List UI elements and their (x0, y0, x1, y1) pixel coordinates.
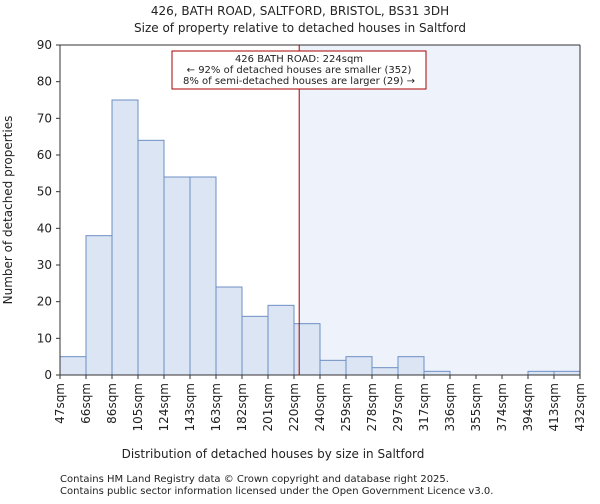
x-tick-label-17: 374sqm (495, 383, 509, 431)
footer-line2: Contains public sector information licen… (60, 486, 493, 497)
x-tick-label-18: 394sqm (521, 383, 535, 431)
x-tick-label-2: 86sqm (105, 383, 119, 424)
y-tick-label-50: 50 (37, 185, 52, 199)
x-tick-label-12: 278sqm (365, 383, 379, 431)
y-axis-label: Number of detached properties (1, 116, 15, 305)
chart-title-line1: 426, BATH ROAD, SALTFORD, BRISTOL, BS31 … (151, 4, 449, 18)
x-tick-label-4: 124sqm (157, 383, 171, 431)
x-tick-label-1: 66sqm (79, 383, 93, 424)
x-tick-label-16: 355sqm (469, 383, 483, 431)
bar-11 (345, 356, 373, 376)
x-tick-label-15: 336sqm (443, 383, 457, 431)
x-tick-label-13: 297sqm (391, 383, 405, 431)
bar-19 (553, 370, 581, 376)
x-tick-label-19: 413sqm (547, 383, 561, 431)
bar-2 (111, 99, 139, 376)
x-tick-label-20: 432sqm (573, 383, 587, 431)
y-tick-label-10: 10 (37, 331, 52, 345)
annotation-line1: 426 BATH ROAD: 224sqm (235, 54, 363, 65)
bar-10 (319, 359, 347, 376)
x-axis-label: Distribution of detached houses by size … (122, 447, 425, 461)
annotation-line2: ← 92% of detached houses are smaller (35… (187, 65, 412, 76)
chart-title-line2: Size of property relative to detached ho… (134, 21, 466, 35)
x-tick-label-3: 105sqm (131, 383, 145, 431)
bar-7 (241, 315, 269, 376)
y-tick-label-60: 60 (37, 148, 52, 162)
y-tick-label-30: 30 (37, 258, 52, 272)
x-tick-label-8: 201sqm (261, 383, 275, 431)
annotation-box (171, 50, 427, 90)
bar-8 (267, 304, 295, 376)
footer-line1: Contains HM Land Registry data © Crown c… (60, 474, 449, 485)
x-tick-label-0: 47sqm (53, 383, 67, 424)
x-tick-label-7: 182sqm (235, 383, 249, 431)
x-tick-label-6: 163sqm (209, 383, 223, 431)
bar-3 (137, 139, 165, 376)
y-tick-label-70: 70 (37, 111, 52, 125)
x-tick-label-14: 317sqm (417, 383, 431, 431)
y-tick-label-90: 90 (37, 38, 52, 52)
y-tick-label-20: 20 (37, 295, 52, 309)
annotation-line3: 8% of semi-detached houses are larger (2… (183, 76, 415, 87)
x-tick-label-5: 143sqm (183, 383, 197, 431)
bar-5 (189, 176, 217, 376)
bar-9 (293, 323, 321, 376)
bar-14 (423, 370, 451, 376)
x-tick-label-11: 259sqm (339, 383, 353, 431)
plot-area: 0 10 20 30 40 50 60 70 80 90 47sqm 66sqm 86sqm 105sqm… (37, 38, 587, 431)
bar-6 (215, 286, 243, 376)
bar-4 (163, 176, 191, 376)
y-tick-label-40: 40 (37, 221, 52, 235)
x-tick-label-9: 220sqm (287, 383, 301, 431)
bar-18 (527, 370, 555, 376)
bar-0 (59, 356, 87, 376)
y-tick-label-80: 80 (37, 75, 52, 89)
bar-12 (371, 367, 399, 376)
y-tick-label-0: 0 (44, 368, 52, 382)
bar-13 (397, 356, 425, 376)
x-tick-label-10: 240sqm (313, 383, 327, 431)
bar-1 (85, 235, 113, 376)
highlight-region (299, 45, 580, 375)
